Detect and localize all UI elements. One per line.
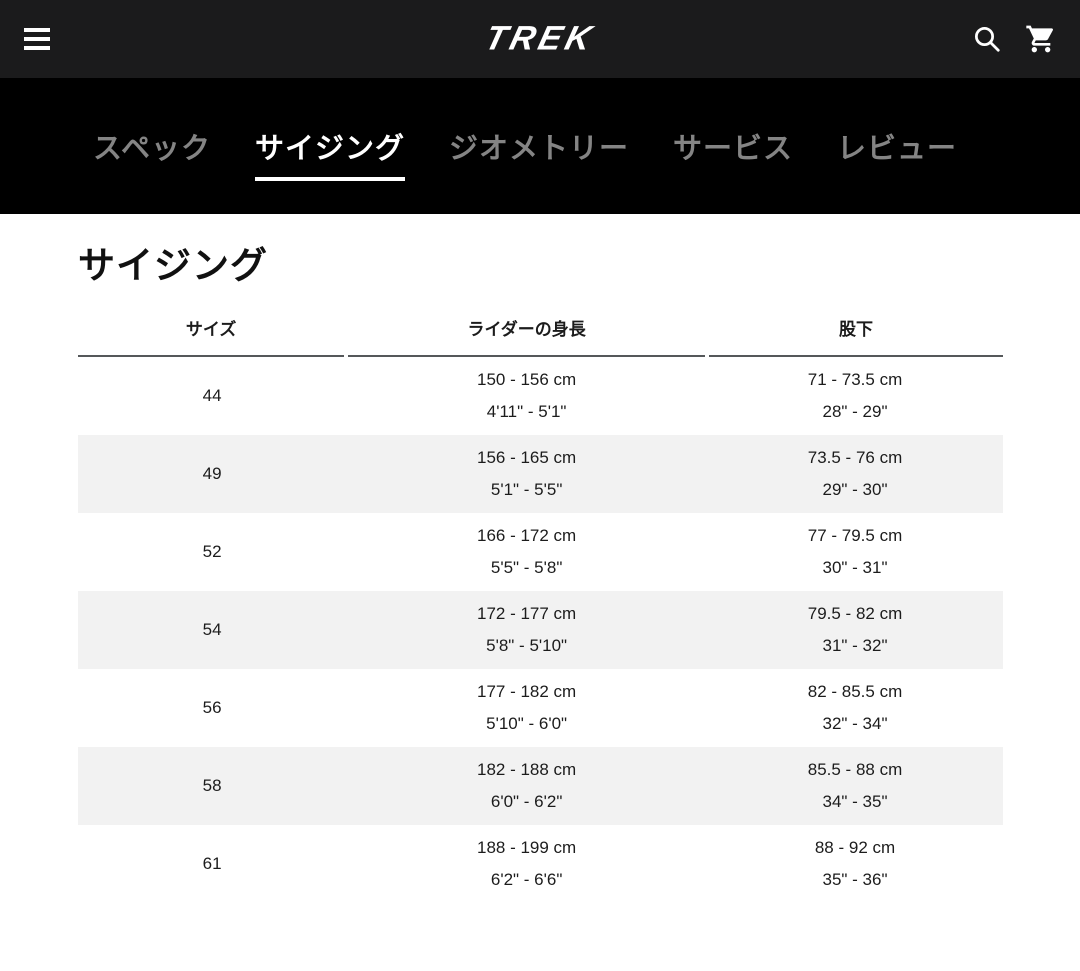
sizing-table-row: 49 156 - 165 cm 5'1" - 5'5" 73.5 - 76 cm 29"…: [78, 435, 1003, 513]
rider-height-cell: 182 - 188 cm 6'0" - 6'2": [477, 760, 577, 811]
rider-height-cell: 150 - 156 cm 4'11" - 5'1": [477, 370, 577, 421]
tab-spec[interactable]: スペック: [93, 133, 211, 165]
sizing-table: サイズ ライダーの身長 股下 44 150 - 156 cm 4'11" - 5'1…: [78, 299, 1003, 903]
sizing-table-row: 56 177 - 182 cm 5'10" - 6'0" 82 - 85.5 cm 32…: [78, 669, 1003, 747]
header-actions: [970, 22, 1058, 56]
inseam-cell: 82 - 85.5 cm 32" - 34": [807, 682, 903, 733]
inseam-cell: 73.5 - 76 cm 29" - 30": [807, 448, 903, 499]
inseam-cell: 71 - 73.5 cm 28" - 29": [807, 370, 903, 421]
rider-height-cell: 166 - 172 cm 5'5" - 5'8": [477, 526, 577, 577]
rider-height-cell: 172 - 177 cm 5'8" - 5'10": [477, 604, 577, 655]
inseam-cell: 88 - 92 cm 35" - 36": [814, 838, 896, 889]
tab-geometry[interactable]: ジオメトリー: [449, 133, 630, 165]
column-header-rider-height: ライダーの身長: [346, 299, 707, 357]
rider-height-cell: 188 - 199 cm 6'2" - 6'6": [477, 838, 577, 889]
sizing-table-header-row: サイズ ライダーの身長 股下: [78, 299, 1003, 357]
size-cell: 58: [202, 776, 222, 795]
search-icon[interactable]: [970, 22, 1004, 56]
sizing-table-row: 44 150 - 156 cm 4'11" - 5'1" 71 - 73.5 cm 28…: [78, 357, 1003, 435]
product-section-tabs: スペック サイジング ジオメトリー サービス レビュー: [0, 78, 1080, 214]
tab-service[interactable]: サービス: [673, 133, 794, 165]
main-content: サイジング サイズ ライダーの身長 股下 44 150 - 156 cm 4'11"…: [0, 214, 1080, 903]
column-header-inseam: 股下: [707, 299, 1003, 357]
size-cell: 56: [202, 698, 222, 717]
page-title: サイジング: [78, 245, 268, 286]
size-cell: 61: [202, 854, 222, 873]
size-cell: 52: [202, 542, 222, 561]
app-header: TREK: [0, 0, 1080, 78]
sizing-table-row: 52 166 - 172 cm 5'5" - 5'8" 77 - 79.5 cm 30"…: [78, 513, 1003, 591]
sizing-table-row: 58 182 - 188 cm 6'0" - 6'2" 85.5 - 88 cm 34"…: [78, 747, 1003, 825]
inseam-cell: 85.5 - 88 cm 34" - 35": [807, 760, 903, 811]
rider-height-cell: 177 - 182 cm 5'10" - 6'0": [477, 682, 577, 733]
sizing-table-row: 54 172 - 177 cm 5'8" - 5'10" 79.5 - 82 cm 31…: [78, 591, 1003, 669]
size-cell: 49: [202, 464, 222, 483]
column-header-size: サイズ: [78, 299, 346, 357]
sizing-table-body: 44 150 - 156 cm 4'11" - 5'1" 71 - 73.5 cm 28…: [78, 357, 1003, 903]
sizing-table-row: 61 188 - 199 cm 6'2" - 6'6" 88 - 92 cm 35" -…: [78, 825, 1003, 903]
rider-height-cell: 156 - 165 cm 5'1" - 5'5": [477, 448, 577, 499]
size-cell: 54: [202, 620, 222, 639]
tab-sizing[interactable]: サイジング: [254, 111, 405, 181]
inseam-cell: 79.5 - 82 cm 31" - 32": [807, 604, 903, 655]
hamburger-menu-icon[interactable]: [24, 24, 58, 54]
tab-reviews[interactable]: レビュー: [837, 133, 958, 165]
inseam-cell: 77 - 79.5 cm 30" - 31": [807, 526, 903, 577]
cart-icon[interactable]: [1024, 22, 1058, 56]
brand-logo[interactable]: TREK: [481, 19, 600, 58]
size-cell: 44: [202, 386, 222, 405]
